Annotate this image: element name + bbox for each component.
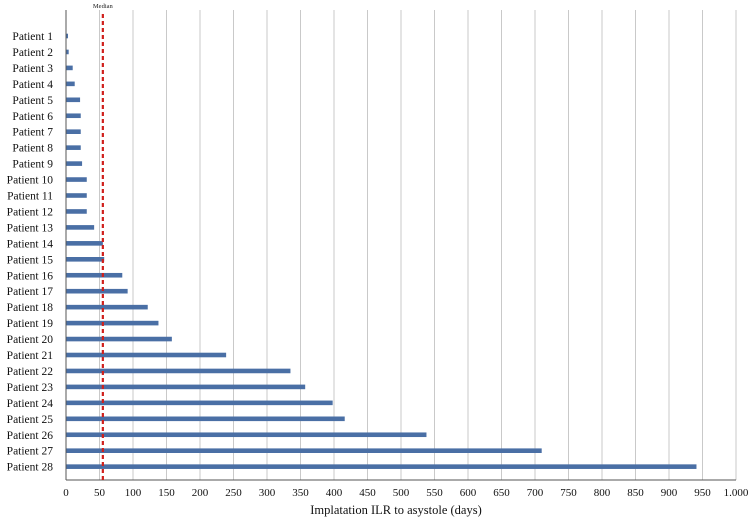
bar xyxy=(66,49,69,55)
bar xyxy=(66,272,123,278)
bar xyxy=(66,368,291,374)
median-marker: Median xyxy=(93,3,114,480)
category-label: Patient 3 xyxy=(12,63,53,75)
bar xyxy=(66,257,105,262)
axes xyxy=(65,10,736,481)
category-label: Patient 27 xyxy=(7,446,54,458)
x-tick-label: 950 xyxy=(694,487,711,499)
x-tick-label: 50 xyxy=(94,487,106,499)
bar xyxy=(66,384,306,390)
bar xyxy=(66,161,83,166)
x-tick-label: 150 xyxy=(158,487,175,499)
category-label: Patient 15 xyxy=(7,254,54,266)
x-tick-label: 450 xyxy=(359,487,376,499)
category-label: Patient 28 xyxy=(7,462,54,474)
category-label: Patient 5 xyxy=(12,95,53,107)
bar xyxy=(66,448,542,453)
category-label: Patient 10 xyxy=(7,175,54,187)
x-tick-label: 600 xyxy=(460,487,477,499)
x-tick-label: 200 xyxy=(192,487,209,499)
category-label: Patient 25 xyxy=(7,414,54,426)
x-tick-label: 650 xyxy=(493,487,510,499)
category-label: Patient 18 xyxy=(7,302,54,314)
gridlines xyxy=(99,10,737,480)
category-label: Patient 22 xyxy=(7,366,54,378)
x-tick-label: 800 xyxy=(594,487,611,499)
bar xyxy=(66,145,81,150)
bar xyxy=(66,464,697,469)
bar xyxy=(66,81,75,87)
category-label: Patient 26 xyxy=(7,430,54,442)
bar xyxy=(66,352,227,358)
category-label: Patient 2 xyxy=(12,47,53,59)
category-label: Patient 21 xyxy=(7,350,54,362)
x-axis-title: Implatation ILR to asystole (days) xyxy=(310,503,482,517)
category-label: Patient 11 xyxy=(7,191,53,203)
bar xyxy=(66,177,87,182)
bar xyxy=(66,129,81,134)
bar xyxy=(66,320,159,326)
bar xyxy=(66,288,128,294)
category-label: Patient 16 xyxy=(7,270,54,282)
category-label: Patient 24 xyxy=(7,398,54,410)
category-label: Patient 14 xyxy=(7,238,54,250)
x-tick-label: 750 xyxy=(560,487,577,499)
category-label: Patient 13 xyxy=(7,222,54,234)
bar xyxy=(66,193,87,198)
bar xyxy=(66,113,81,119)
x-tick-label: 500 xyxy=(393,487,410,499)
x-tick-label: 1.000 xyxy=(724,487,749,499)
category-label: Patient 9 xyxy=(12,159,53,171)
x-tick-label: 900 xyxy=(661,487,678,499)
bar xyxy=(66,209,87,214)
bar xyxy=(66,304,148,310)
x-tick-label: 0 xyxy=(63,487,69,499)
category-label: Patient 4 xyxy=(12,79,53,91)
category-label: Patient 12 xyxy=(7,206,54,218)
x-tick-label: 100 xyxy=(125,487,142,499)
x-tick-label: 350 xyxy=(292,487,309,499)
category-label: Patient 7 xyxy=(12,127,53,139)
bar xyxy=(66,336,172,342)
bar xyxy=(66,225,95,230)
x-tick-label: 300 xyxy=(259,487,276,499)
category-labels: Patient 1 Patient 2 Patient 3 Patient 4 Pati… xyxy=(7,31,54,474)
bar xyxy=(66,97,81,103)
tick-labels: 0 50 100 150 200 250 300 350 400 450 500 550 600 650 7… xyxy=(63,487,749,499)
category-label: Patient 6 xyxy=(12,111,53,123)
x-tick-label: 550 xyxy=(426,487,443,499)
x-tick-label: 400 xyxy=(326,487,343,499)
category-label: Patient 1 xyxy=(12,31,53,43)
category-label: Patient 23 xyxy=(7,382,54,394)
bar xyxy=(66,65,73,71)
category-label: Patient 20 xyxy=(7,334,54,346)
bar xyxy=(66,400,333,406)
x-tick-label: 850 xyxy=(627,487,644,499)
x-tick-label: 700 xyxy=(527,487,544,499)
category-label: Patient 19 xyxy=(7,318,54,330)
category-label: Patient 17 xyxy=(7,286,54,298)
bar xyxy=(66,33,69,39)
bar xyxy=(66,432,427,438)
bar xyxy=(66,416,345,422)
median-label: Median xyxy=(93,3,114,10)
category-label: Patient 8 xyxy=(12,143,53,155)
bar xyxy=(66,241,103,246)
bars xyxy=(66,33,697,469)
x-tick-label: 250 xyxy=(225,487,242,499)
